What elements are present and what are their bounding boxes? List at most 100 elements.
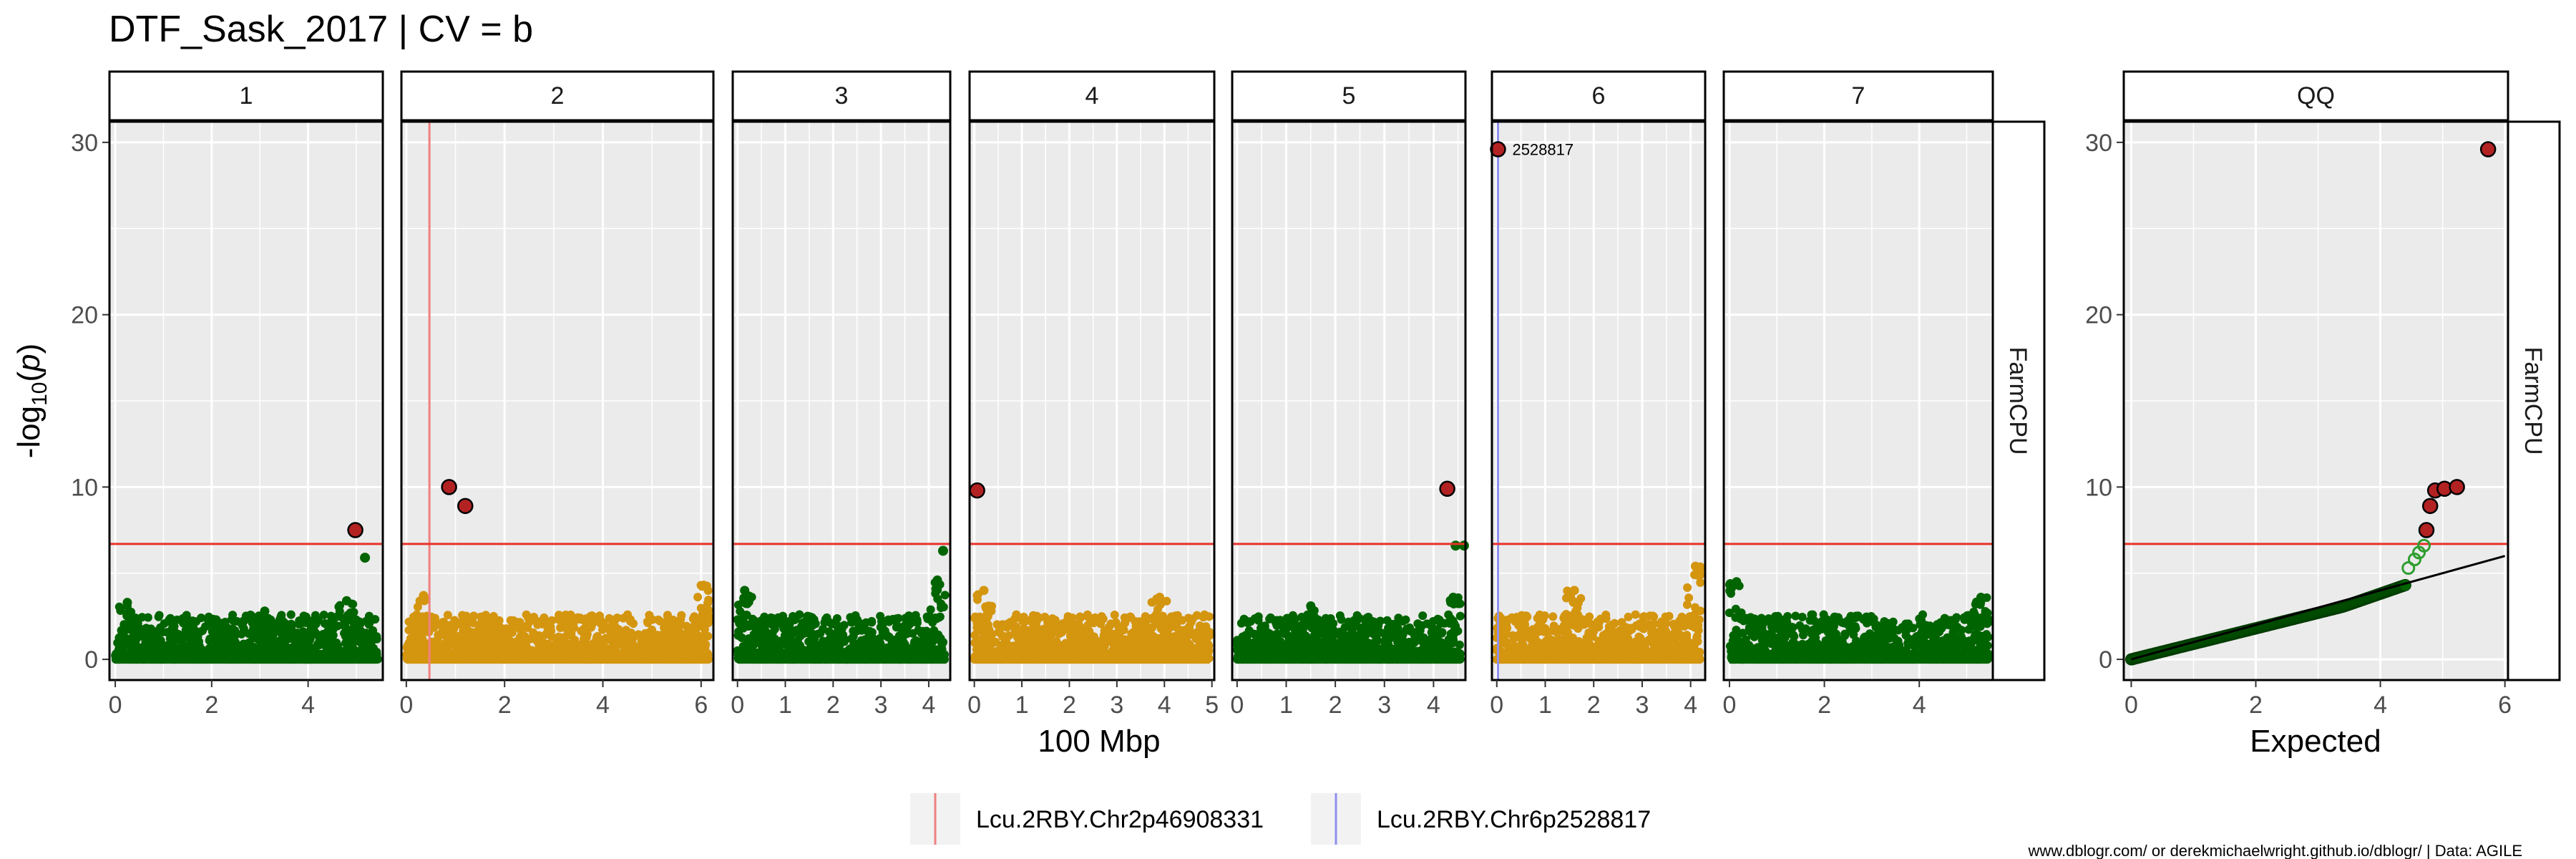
snp-point	[489, 624, 499, 634]
xtick-label: 0	[731, 691, 744, 719]
snp-point	[904, 611, 914, 621]
manhattan-ytick-label: 20	[71, 302, 98, 329]
snp-point	[1018, 638, 1027, 647]
significant-snp	[969, 482, 985, 499]
significant-snp	[457, 498, 474, 515]
facet-strip-label: 5	[1342, 82, 1356, 110]
snp-point	[130, 640, 139, 649]
snp-peak-point	[1155, 592, 1165, 602]
xtick-label: 2	[1063, 691, 1076, 719]
snp-point	[142, 623, 151, 633]
qq-ytick-label: 10	[2085, 474, 2112, 501]
snp-point	[1045, 624, 1054, 634]
snp-point	[369, 634, 379, 644]
facet-chr-4: 40 1 2 3 4 5	[967, 70, 1219, 719]
snp-point	[1110, 611, 1119, 620]
snp-point	[321, 619, 330, 629]
snp-point	[515, 619, 525, 629]
snp-point	[1128, 636, 1137, 645]
snp-point	[476, 612, 485, 621]
xtick-label: 6	[694, 691, 708, 719]
snp-point	[1185, 622, 1194, 631]
y-axis-title-part: p	[11, 354, 47, 372]
snp-point	[698, 632, 707, 641]
snp-point	[276, 641, 286, 651]
snp-point	[693, 593, 703, 602]
snp-point	[361, 629, 371, 638]
qq-ytick-label: 20	[2085, 302, 2112, 329]
snp-point	[975, 642, 985, 651]
snp-point	[349, 608, 358, 617]
snp-point	[935, 613, 944, 622]
snp-point	[661, 618, 670, 627]
snp-point	[275, 625, 284, 634]
snp-point	[997, 642, 1006, 651]
snp-point	[361, 638, 370, 647]
snp-point	[1000, 622, 1009, 631]
snp-point	[1098, 614, 1108, 623]
snp-point	[926, 605, 935, 614]
snp-point	[152, 634, 162, 643]
snp-point	[458, 621, 467, 630]
snp-point	[795, 610, 804, 619]
qq-ytick-label: 0	[2099, 646, 2112, 674]
snp-point	[672, 623, 681, 632]
snp-point	[1141, 612, 1150, 621]
snp-point	[1061, 639, 1070, 648]
snp-point	[769, 622, 779, 631]
snp-point	[763, 631, 773, 640]
snp-point	[981, 602, 990, 611]
snp-point	[1200, 610, 1209, 619]
snp-point	[328, 616, 338, 625]
snp-point	[498, 629, 507, 639]
snp-point	[443, 611, 452, 620]
snp-band	[406, 649, 709, 664]
snp-point	[1120, 613, 1129, 622]
facet-chr-2: 20 2 4 6	[399, 70, 715, 719]
snp-point	[205, 634, 215, 644]
snp-point	[1057, 621, 1066, 631]
snp-point	[1069, 626, 1078, 636]
y-axis-title-part: -log	[11, 406, 47, 458]
snp-point	[670, 631, 679, 640]
snp-point	[802, 615, 811, 624]
snp-point	[328, 636, 337, 645]
snp-point	[1019, 612, 1028, 621]
snp-point	[597, 625, 607, 634]
snp-point	[223, 634, 233, 643]
xtick-label: 0	[109, 691, 122, 719]
snp-point	[625, 615, 635, 624]
facet-strip-label: 1	[240, 82, 253, 110]
snp-point	[1172, 623, 1181, 633]
snp-point	[745, 621, 754, 631]
snp-band	[974, 649, 1210, 664]
snp-point	[457, 638, 467, 647]
snp-point	[343, 641, 353, 650]
snp-point	[507, 640, 517, 649]
snp-point	[1084, 613, 1093, 622]
snp-point	[1041, 636, 1050, 646]
snp-point	[1147, 623, 1156, 633]
snp-point	[1147, 598, 1156, 607]
snp-point	[820, 618, 829, 627]
xtick-label: 4	[1158, 691, 1171, 719]
snp-point	[233, 616, 242, 626]
snp-point	[978, 621, 987, 630]
snp-point	[613, 634, 623, 644]
snp-point	[160, 619, 169, 629]
snp-point	[554, 615, 563, 624]
snp-point	[311, 611, 320, 620]
snp-point	[937, 599, 946, 608]
snp-point	[438, 620, 447, 629]
snp-point	[223, 626, 233, 635]
snp-point	[1154, 614, 1163, 623]
snp-point	[739, 611, 748, 620]
snp-point	[673, 640, 683, 649]
xtick-label: 4	[922, 691, 935, 719]
snp-point	[1010, 641, 1019, 651]
snp-point	[487, 613, 497, 623]
snp-point	[1083, 621, 1093, 630]
snp-point	[807, 636, 816, 646]
snp-point	[333, 621, 342, 631]
snp-point	[414, 639, 423, 648]
